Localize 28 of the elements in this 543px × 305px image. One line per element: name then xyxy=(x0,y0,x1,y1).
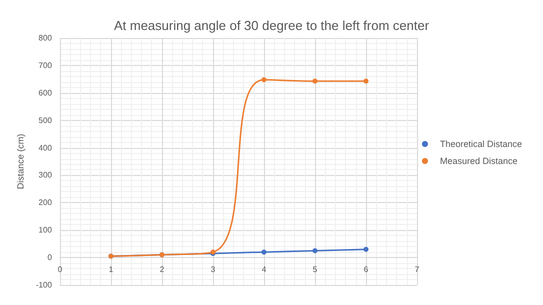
y-tick-label: 500 xyxy=(38,116,52,125)
legend-label: Measured Distance xyxy=(440,156,518,166)
x-tick-label: 4 xyxy=(262,265,267,274)
x-tick-label: 3 xyxy=(210,265,216,274)
x-tick-label: 7 xyxy=(414,265,420,274)
point xyxy=(261,250,266,255)
y-tick-label: 400 xyxy=(38,143,52,152)
legend-label: Theoretical Distance xyxy=(440,139,522,149)
point xyxy=(261,77,266,82)
y-tick-label: 300 xyxy=(38,170,52,180)
y-tick-label: 200 xyxy=(38,198,52,208)
point xyxy=(363,246,368,252)
chart-title: At measuring angle of 30 degree to the left from center xyxy=(114,18,430,33)
y-tick-label: 0 xyxy=(47,253,52,262)
x-tick-label: 2 xyxy=(160,265,165,274)
point xyxy=(312,78,318,84)
point xyxy=(363,78,368,84)
y-tick-label: 600 xyxy=(38,88,52,98)
y-axis-title: Distance (cm) xyxy=(16,134,26,190)
y-tick-label: 800 xyxy=(38,34,52,42)
x-tick-label: 0 xyxy=(58,265,63,274)
x-tick-label: 5 xyxy=(312,265,318,274)
x-tick-label: 6 xyxy=(364,265,369,274)
y-tick-label: 100 xyxy=(38,226,52,235)
x-tick-label: 1 xyxy=(108,265,114,274)
y-tick-label: 700 xyxy=(38,60,52,70)
point xyxy=(312,248,318,254)
y-tick-label: -100 xyxy=(36,280,52,290)
